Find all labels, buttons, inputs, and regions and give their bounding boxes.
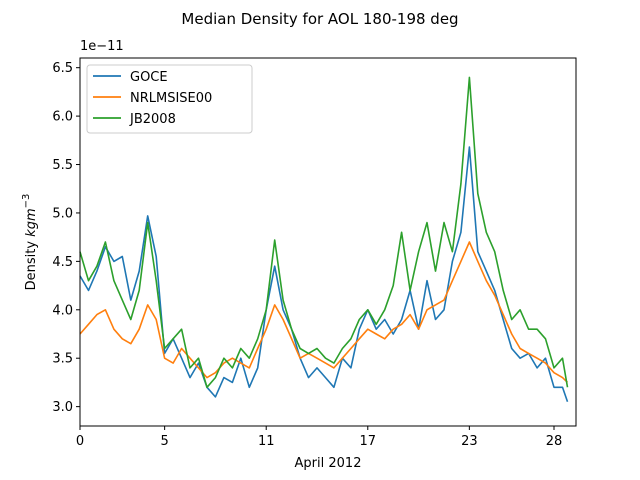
y-tick-label: 4.0 [52, 303, 73, 318]
x-tick-label: 17 [360, 434, 377, 449]
y-tick-label: 6.5 [52, 61, 73, 76]
x-tick-label: 28 [546, 434, 563, 449]
y-tick-label: 5.5 [52, 158, 73, 173]
series-line-jb2008 [79, 76, 569, 389]
legend-label-nrlmsise00: NRLMSISE00 [130, 91, 212, 106]
x-tick-label: 23 [461, 434, 478, 449]
x-axis-label: April 2012 [295, 456, 362, 471]
plot-lines [79, 76, 569, 403]
series-line-nrlmsise00 [79, 241, 569, 383]
y-multiplier: 1e−11 [80, 39, 124, 54]
y-tick-label: 6.0 [52, 110, 73, 125]
chart-title: Median Density for AOL 180-198 deg [181, 10, 458, 28]
series-line-goce [79, 146, 569, 403]
legend-label-jb2008: JB2008 [129, 112, 176, 127]
y-axis-label: Density kgm−3 [21, 194, 39, 291]
y-tick-label: 3.5 [52, 352, 73, 367]
y-axis: 3.0 3.5 4.0 4.5 5.0 5.5 6.0 6.5 [52, 61, 80, 415]
y-tick-label: 4.5 [52, 255, 73, 270]
legend: GOCE NRLMSISE00 JB2008 [86, 64, 253, 134]
y-tick-label: 3.0 [52, 400, 73, 415]
plot-frame [79, 57, 577, 427]
legend-label-goce: GOCE [130, 70, 168, 85]
x-tick-label: 5 [161, 434, 169, 449]
y-tick-label: 5.0 [52, 206, 73, 221]
x-axis: 0 5 11 17 23 28 [76, 426, 562, 449]
legend-box [86, 64, 253, 134]
x-tick-label: 0 [76, 434, 84, 449]
x-tick-label: 11 [258, 434, 275, 449]
